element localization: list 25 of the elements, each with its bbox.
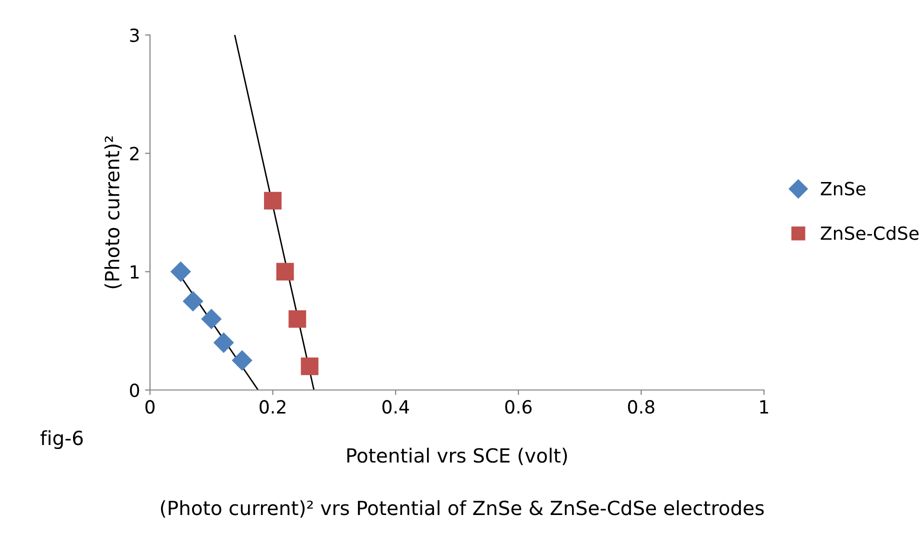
point bbox=[276, 262, 294, 280]
point bbox=[300, 358, 318, 376]
point bbox=[213, 332, 234, 353]
x-tick-label: 1 bbox=[760, 400, 768, 414]
point bbox=[288, 310, 306, 328]
x-tick-label: 0.8 bbox=[628, 400, 654, 414]
point bbox=[264, 192, 282, 210]
y-tick-label: 1 bbox=[130, 265, 139, 279]
x-tick-label: 0.4 bbox=[382, 400, 409, 414]
x-tick-label: 0 bbox=[145, 400, 155, 414]
y-axis-title: (Photo current)² bbox=[104, 136, 122, 288]
text: (Photo current)² vrs Potential of ZnSe & ZnSe-CdSe electrodes bbox=[160, 500, 764, 518]
point bbox=[201, 308, 222, 330]
y-tick-label: 2 bbox=[130, 146, 138, 160]
legend-label: ZnSe bbox=[820, 182, 866, 196]
text: fig-6 bbox=[40, 430, 83, 450]
y-tick-label: 0 bbox=[130, 383, 140, 398]
point bbox=[182, 290, 204, 312]
x-tick-label: 0.6 bbox=[505, 400, 532, 414]
point bbox=[170, 261, 191, 282]
legend-label: ZnSe-CdSe bbox=[820, 226, 919, 240]
y-tick-label: 3 bbox=[130, 28, 139, 42]
x-tick-label: 0.2 bbox=[260, 400, 286, 414]
x-axis-title: Potential vrs SCE (volt) bbox=[347, 448, 567, 466]
point bbox=[232, 350, 252, 371]
